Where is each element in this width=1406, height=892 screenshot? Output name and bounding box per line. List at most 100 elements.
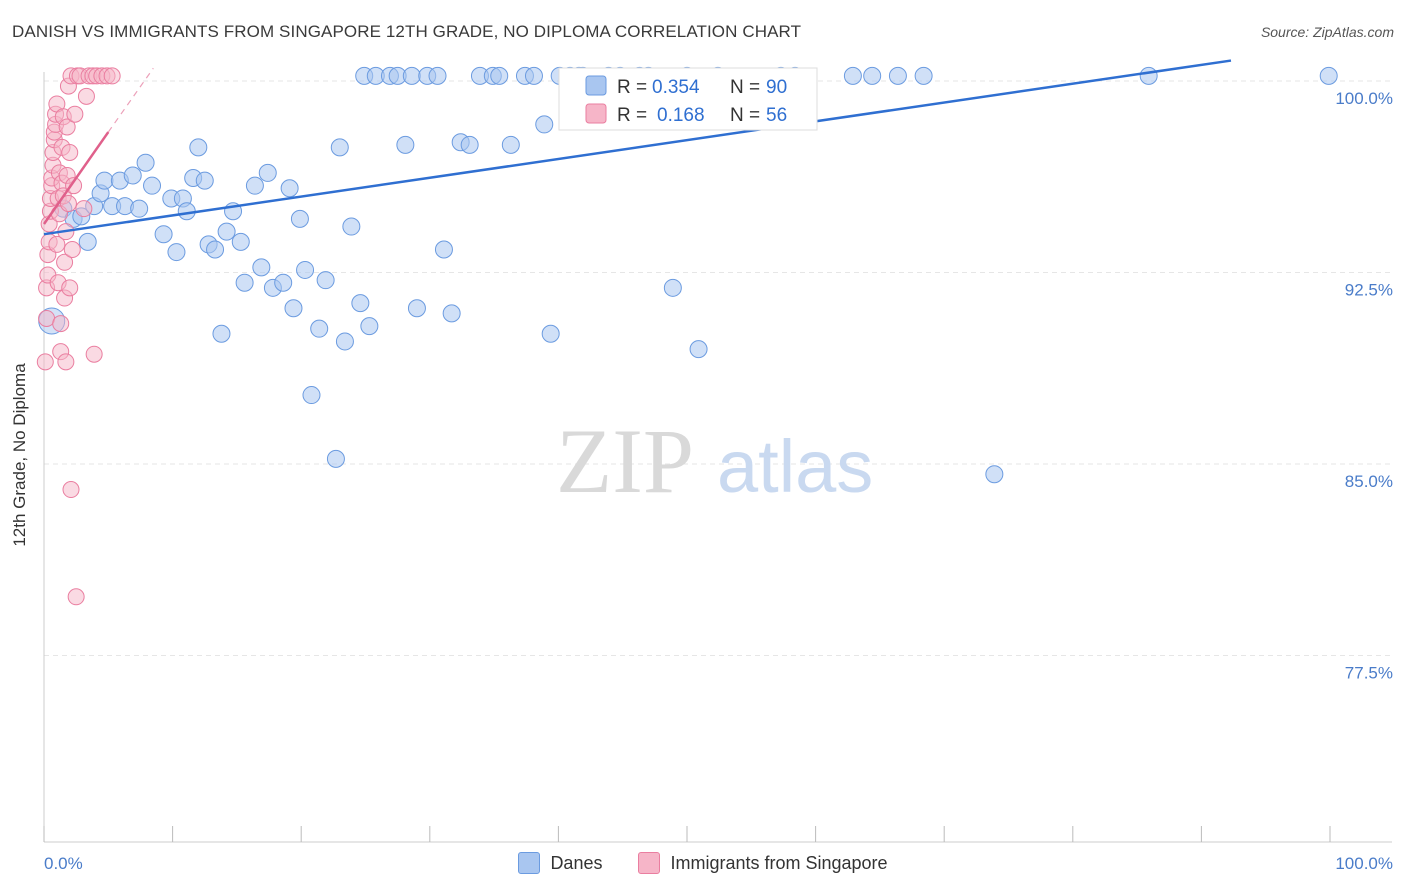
- singapore-point-23: [52, 315, 70, 333]
- danes-point-55: [428, 66, 447, 85]
- danes-legend-label: Danes: [550, 852, 603, 873]
- danes-point-86: [863, 66, 882, 85]
- singapore-point-34: [58, 118, 76, 136]
- legend-swatch-danes: [585, 75, 607, 96]
- danes-point-79: [689, 340, 708, 359]
- singapore-point-32: [57, 353, 75, 371]
- danes-point-30: [252, 258, 271, 277]
- singapore-point-29: [56, 253, 74, 271]
- bottom-legend: Danes Immigrants from Singapore: [0, 852, 1406, 874]
- singapore-point-42: [65, 177, 83, 195]
- source-label: Source: ZipAtlas.com: [1260, 24, 1394, 40]
- legend-n-value-singapore: 56: [766, 105, 787, 126]
- singapore-point-43: [66, 105, 84, 123]
- singapore-point-1: [38, 309, 56, 327]
- danes-point-21: [195, 171, 214, 190]
- danes-point-42: [330, 138, 349, 157]
- danes-point-62: [490, 66, 509, 85]
- y-tick-label-0: 100.0%: [1335, 89, 1393, 108]
- danes-point-20: [189, 138, 208, 157]
- danes-point-85: [843, 66, 862, 85]
- danes-point-45: [351, 294, 370, 313]
- danes-point-28: [235, 273, 254, 292]
- danes-point-40: [316, 271, 335, 290]
- danes-point-43: [335, 332, 354, 351]
- bottom-legend-danes[interactable]: Danes: [518, 852, 602, 874]
- stats-legend: R = 0.354 N = 90 R = 0.168 N = 56: [558, 67, 818, 131]
- danes-point-34: [280, 179, 299, 198]
- danes-point-67: [541, 324, 560, 343]
- y-tick-label-1: 92.5%: [1345, 281, 1393, 300]
- danes-point-89: [985, 465, 1004, 484]
- danes-point-24: [212, 324, 231, 343]
- danes-point-52: [402, 66, 421, 85]
- danes-point-11: [130, 199, 149, 218]
- chart-title: DANISH VS IMMIGRANTS FROM SINGAPORE 12TH…: [12, 22, 802, 41]
- watermark: ZIP atlas: [556, 410, 873, 512]
- danes-point-3: [78, 232, 97, 251]
- danes-point-65: [524, 66, 543, 85]
- singapore-swatch: [638, 852, 661, 874]
- danes-point-91: [1319, 66, 1338, 85]
- singapore-legend-label: Immigrants from Singapore: [670, 852, 888, 873]
- gridlines: [44, 80, 1392, 656]
- singapore-point-18: [48, 235, 66, 253]
- danes-point-16: [167, 243, 186, 262]
- singapore-point-41: [63, 241, 81, 259]
- danes-swatch: [518, 852, 541, 874]
- danes-point-25: [217, 222, 236, 241]
- singapore-point-0: [36, 353, 54, 371]
- singapore-point-48: [77, 87, 95, 105]
- singapore-point-44: [67, 588, 85, 606]
- danes-point-88: [914, 66, 933, 85]
- bottom-legend-singapore[interactable]: Immigrants from Singapore: [638, 852, 888, 874]
- danes-trend-line: [43, 59, 1232, 236]
- singapore-point-38: [61, 143, 79, 161]
- danes-point-77: [663, 278, 682, 297]
- singapore-trend-line: [42, 131, 110, 225]
- danes-point-12: [136, 153, 155, 172]
- legend-n-label-danes: N =: [730, 77, 760, 98]
- legend-n-value-danes: 90: [766, 77, 787, 98]
- y-tick-label-3: 77.5%: [1345, 664, 1393, 683]
- danes-point-51: [396, 135, 415, 154]
- legend-swatch-singapore: [585, 103, 607, 124]
- singapore-point-35: [59, 195, 77, 213]
- legend-r-value-danes: 0.354: [652, 77, 700, 98]
- singapore-trend-extension: [107, 67, 154, 133]
- danes-point-47: [360, 317, 379, 336]
- danes-point-27: [231, 232, 250, 251]
- danes-point-36: [290, 209, 309, 228]
- y-tick-label-2: 85.0%: [1345, 472, 1393, 491]
- danes-point-39: [310, 319, 329, 338]
- danes-point-31: [258, 163, 277, 182]
- danes-point-90: [1139, 66, 1158, 85]
- danes-point-23: [206, 240, 225, 259]
- danes-point-33: [274, 273, 293, 292]
- danes-point-10: [123, 166, 142, 185]
- legend-r-label-singapore: R =: [617, 105, 647, 126]
- singapore-point-37: [61, 279, 79, 297]
- danes-point-53: [407, 299, 426, 318]
- watermark-zip: ZIP: [556, 410, 694, 512]
- singapore-point-54: [103, 67, 121, 85]
- x-tick-label-left: 0.0%: [44, 854, 83, 873]
- watermark-atlas: atlas: [717, 425, 873, 508]
- danes-point-44: [342, 217, 361, 236]
- danes-point-87: [888, 66, 907, 85]
- danes-point-66: [535, 115, 554, 134]
- x-tick-label-right: 100.0%: [1335, 854, 1393, 873]
- danes-point-59: [460, 135, 479, 154]
- danes-point-29: [245, 176, 264, 195]
- danes-point-37: [296, 260, 315, 279]
- legend-r-label-danes: R =: [617, 77, 647, 98]
- trend-lines: [42, 59, 1232, 236]
- danes-point-63: [501, 135, 520, 154]
- danes-point-6: [95, 171, 114, 190]
- singapore-point-55: [85, 345, 103, 363]
- danes-point-13: [143, 176, 162, 195]
- singapore-points: [36, 67, 121, 606]
- danes-point-14: [154, 225, 173, 244]
- legend-n-label-singapore: N =: [730, 105, 760, 126]
